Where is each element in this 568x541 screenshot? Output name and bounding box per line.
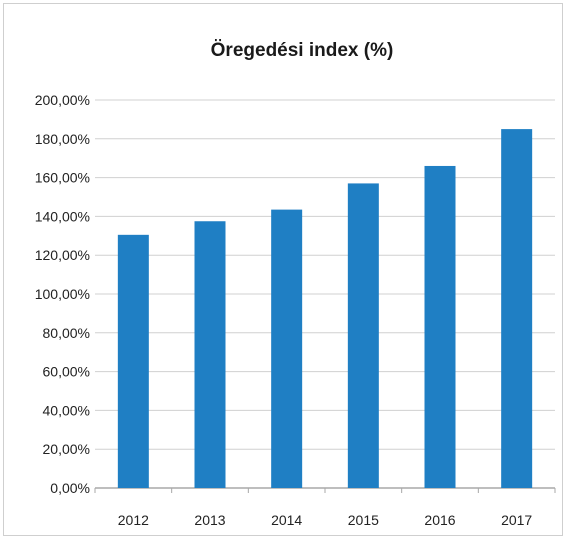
y-tick-label: 120,00% xyxy=(35,247,90,263)
bar-2016 xyxy=(424,165,456,488)
gridlines xyxy=(95,99,555,489)
y-tick-label: 140,00% xyxy=(35,208,90,224)
y-tick-label: 80,00% xyxy=(43,325,90,341)
bar-2014 xyxy=(271,209,303,489)
x-tick-label: 2017 xyxy=(501,512,532,528)
y-tick-label: 160,00% xyxy=(35,170,90,186)
y-tick-label: 200,00% xyxy=(35,92,90,108)
y-axis-ticks: 0,00% 20,00% 40,00% 60,00% 80,00% 100,00% 120,… xyxy=(35,92,90,496)
y-tick-label: 0,00% xyxy=(50,480,90,496)
x-tick-label: 2013 xyxy=(194,512,225,528)
x-tick-label: 2016 xyxy=(424,512,455,528)
x-axis-ticks: 2012 2013 2014 2015 2016 2017 xyxy=(94,488,556,528)
y-tick-label: 180,00% xyxy=(35,131,90,147)
bar-2015 xyxy=(347,183,379,489)
chart-title: Öregedési index (%) xyxy=(211,40,394,61)
y-tick-label: 100,00% xyxy=(35,286,90,302)
y-tick-label: 40,00% xyxy=(43,402,90,418)
bar-2012 xyxy=(117,234,149,488)
bar-2013 xyxy=(194,221,226,488)
y-tick-label: 60,00% xyxy=(43,364,90,380)
x-tick-label: 2014 xyxy=(271,512,302,528)
y-tick-label: 20,00% xyxy=(43,441,90,457)
x-tick-label: 2012 xyxy=(118,512,149,528)
bar-2017 xyxy=(501,129,533,488)
x-tick-label: 2015 xyxy=(348,512,379,528)
bars xyxy=(117,129,533,489)
